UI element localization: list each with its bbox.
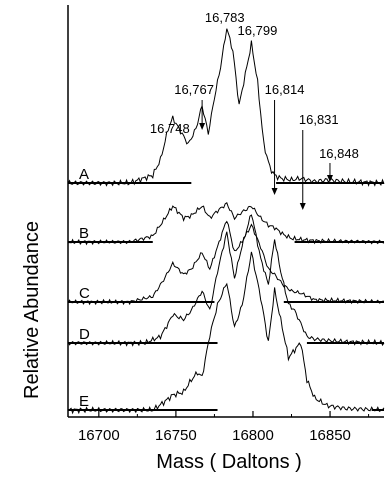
trace-labels: A B C D E bbox=[79, 166, 90, 410]
trace-label-d: D bbox=[79, 326, 90, 343]
trace-a bbox=[67, 28, 385, 187]
x-tick-label-16750: 16750 bbox=[155, 427, 197, 444]
trace-label-c: C bbox=[79, 285, 90, 302]
trace-d bbox=[67, 214, 385, 347]
peak-label-16799: 16,799 bbox=[238, 23, 278, 38]
peak-label-16783: 16,783 bbox=[205, 10, 245, 25]
x-tick-label-16700: 16700 bbox=[78, 427, 120, 444]
baseline-segments bbox=[68, 182, 384, 411]
plot-frame bbox=[67, 5, 384, 418]
trace-e bbox=[67, 251, 385, 415]
peak-label-16848: 16,848 bbox=[319, 146, 359, 161]
peak-label-16814: 16,814 bbox=[265, 82, 305, 97]
peak-arrow-head-16831 bbox=[299, 203, 306, 210]
spectrum-traces bbox=[67, 28, 385, 415]
trace-label-e: E bbox=[79, 393, 89, 410]
x-tick-label-16850: 16850 bbox=[309, 427, 351, 444]
peak-arrow-head-16848 bbox=[326, 175, 333, 182]
peak-label-16748: 16,748 bbox=[150, 121, 190, 136]
trace-b bbox=[67, 202, 385, 246]
x-axis: 16700 16750 16800 16850 bbox=[78, 411, 370, 444]
peak-arrow-head-16767 bbox=[199, 123, 206, 130]
trace-label-b: B bbox=[79, 225, 89, 242]
y-axis-label: Relative Abundance bbox=[21, 221, 43, 399]
peak-label-16767: 16,767 bbox=[174, 82, 214, 97]
peak-arrow-head-16814 bbox=[271, 188, 278, 195]
x-axis-label: Mass ( Daltons ) bbox=[156, 451, 302, 473]
x-tick-label-16800: 16800 bbox=[232, 427, 274, 444]
peak-label-16831: 16,831 bbox=[299, 112, 339, 127]
trace-label-a: A bbox=[79, 166, 89, 183]
